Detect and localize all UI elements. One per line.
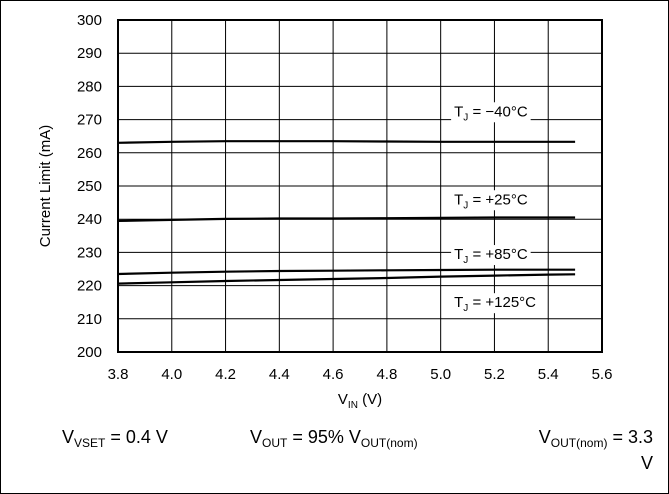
series-lines xyxy=(117,140,576,285)
x-tick-label: 5.4 xyxy=(538,366,559,383)
y-tick-label: 260 xyxy=(77,145,102,162)
series-label: TJ = +125°C xyxy=(454,294,536,314)
y-tick-label: 300 xyxy=(77,12,102,29)
y-tick-label: 290 xyxy=(77,45,102,62)
x-tick-label: 4.0 xyxy=(161,366,182,383)
y-tick-label: 200 xyxy=(77,344,102,361)
series-label: TJ = −40°C xyxy=(454,103,528,123)
series-line xyxy=(117,268,576,276)
series-label-bg xyxy=(451,190,531,211)
series-label-bg xyxy=(451,102,531,123)
condition-vvset: VVSET = 0.4 V xyxy=(62,427,168,450)
series-label-backgrounds xyxy=(451,102,540,314)
y-tick-label: 210 xyxy=(77,311,102,328)
x-tick-label: 4.2 xyxy=(215,366,236,383)
series-label-bg xyxy=(451,245,531,266)
x-tick-label: 5.0 xyxy=(430,366,451,383)
y-axis-title: Current Limit (mA) xyxy=(37,125,54,248)
y-tick-label: 250 xyxy=(77,178,102,195)
x-tick-label: 5.6 xyxy=(592,366,613,383)
y-tick-label: 230 xyxy=(77,244,102,261)
x-tick-label: 4.6 xyxy=(323,366,344,383)
series-label: TJ = +25°C xyxy=(454,191,528,211)
x-tick-label: 3.8 xyxy=(108,366,129,383)
series-line xyxy=(117,140,576,144)
x-tick-labels: 3.8 4.0 4.2 4.4 4.6 4.8 5.0 5.2 5.4 5.6 xyxy=(108,366,613,383)
plot-area xyxy=(117,19,603,353)
series-labels: TJ = −40°C TJ = +25°C TJ = +85°C TJ = +125°… xyxy=(454,103,536,314)
series-label-bg xyxy=(451,293,540,314)
y-tick-label: 280 xyxy=(77,78,102,95)
series-label: TJ = +85°C xyxy=(454,246,528,266)
x-tick-label: 5.2 xyxy=(484,366,505,383)
y-tick-label: 240 xyxy=(77,211,102,228)
series-line xyxy=(117,273,576,285)
y-tick-label: 270 xyxy=(77,112,102,129)
x-tick-label: 4.4 xyxy=(269,366,290,383)
y-tick-label: 220 xyxy=(77,278,102,295)
x-tick-label: 4.8 xyxy=(376,366,397,383)
series-line xyxy=(117,216,576,222)
condition-voutnom: VOUT(nom) = 3.3 V xyxy=(538,427,653,473)
x-axis-title: VIN (V) xyxy=(338,391,382,411)
condition-vout: VOUT = 95% VOUT(nom) xyxy=(250,427,418,450)
y-tick-labels: 200 210 220 230 240 250 260 270 280 290 300 xyxy=(77,12,102,361)
